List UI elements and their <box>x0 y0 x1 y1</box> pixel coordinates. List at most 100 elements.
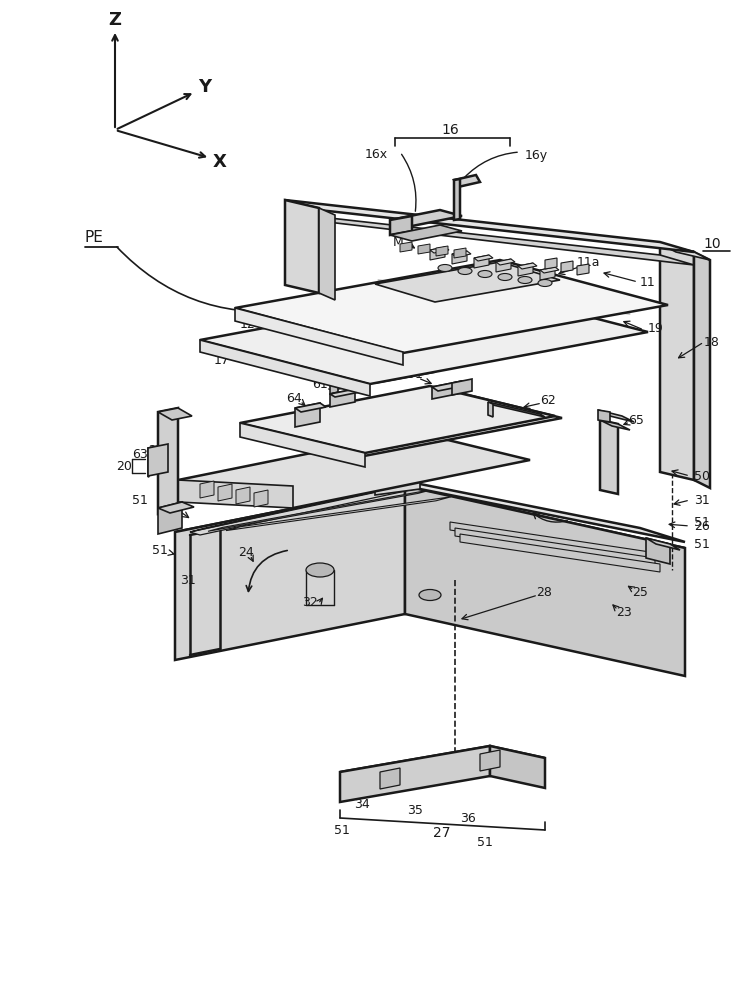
Text: 39: 39 <box>367 359 383 371</box>
Polygon shape <box>600 420 618 494</box>
Polygon shape <box>454 175 480 187</box>
Text: 31: 31 <box>694 493 710 506</box>
Text: 36: 36 <box>460 812 476 824</box>
Polygon shape <box>474 255 489 268</box>
Ellipse shape <box>458 267 472 274</box>
Polygon shape <box>375 469 420 495</box>
Polygon shape <box>660 244 710 260</box>
Text: W: W <box>344 403 356 416</box>
Polygon shape <box>254 490 268 507</box>
Text: X: X <box>213 153 227 171</box>
Text: 38: 38 <box>330 361 346 374</box>
Text: Y: Y <box>199 78 211 96</box>
Polygon shape <box>240 386 555 453</box>
Text: 28: 28 <box>536 585 552 598</box>
Polygon shape <box>432 381 468 391</box>
Polygon shape <box>330 383 338 394</box>
Polygon shape <box>540 267 555 280</box>
Polygon shape <box>330 374 398 389</box>
Polygon shape <box>375 262 560 302</box>
Polygon shape <box>405 486 685 676</box>
Polygon shape <box>235 260 668 353</box>
Text: 11: 11 <box>640 275 656 288</box>
Polygon shape <box>285 200 319 293</box>
Polygon shape <box>454 179 460 220</box>
Polygon shape <box>474 255 493 261</box>
Polygon shape <box>390 225 462 241</box>
Polygon shape <box>295 403 326 412</box>
Text: 23: 23 <box>616 605 632 618</box>
Ellipse shape <box>478 270 492 277</box>
Polygon shape <box>190 482 415 532</box>
Polygon shape <box>235 308 403 365</box>
Text: 51: 51 <box>694 516 710 528</box>
Polygon shape <box>295 403 320 427</box>
Polygon shape <box>285 200 319 221</box>
Polygon shape <box>430 247 449 253</box>
Polygon shape <box>452 379 472 395</box>
Polygon shape <box>175 486 685 594</box>
Polygon shape <box>400 242 412 252</box>
Text: 35: 35 <box>407 804 423 816</box>
Polygon shape <box>694 252 710 488</box>
Polygon shape <box>488 402 493 417</box>
Text: 27: 27 <box>434 826 450 840</box>
Polygon shape <box>158 408 178 514</box>
Text: 10: 10 <box>703 237 721 251</box>
Polygon shape <box>436 246 448 256</box>
Polygon shape <box>375 475 685 542</box>
Polygon shape <box>454 248 466 258</box>
Polygon shape <box>175 486 405 660</box>
Ellipse shape <box>538 279 552 286</box>
Ellipse shape <box>419 589 441 600</box>
Text: 32: 32 <box>302 595 318 608</box>
Text: 62: 62 <box>540 393 556 406</box>
Text: 17: 17 <box>214 354 230 366</box>
Polygon shape <box>178 432 530 508</box>
Polygon shape <box>488 402 545 417</box>
Text: 19: 19 <box>648 322 664 334</box>
Polygon shape <box>226 497 451 531</box>
Polygon shape <box>598 410 610 422</box>
Text: 51: 51 <box>694 538 710 552</box>
Polygon shape <box>545 258 557 269</box>
Polygon shape <box>200 340 370 396</box>
Text: 31: 31 <box>180 574 196 586</box>
Polygon shape <box>561 261 573 272</box>
Polygon shape <box>496 259 515 265</box>
Polygon shape <box>452 251 467 264</box>
Polygon shape <box>218 484 232 501</box>
Ellipse shape <box>306 563 334 577</box>
Polygon shape <box>460 534 660 572</box>
Polygon shape <box>285 200 694 252</box>
Polygon shape <box>390 210 462 226</box>
Polygon shape <box>330 389 355 407</box>
Text: 25: 25 <box>632 585 648 598</box>
Text: 65: 65 <box>628 414 644 426</box>
Text: 12: 12 <box>240 318 256 330</box>
Text: M: M <box>392 236 403 249</box>
Polygon shape <box>319 208 335 300</box>
Polygon shape <box>200 288 648 384</box>
Text: 16y: 16y <box>525 148 548 161</box>
Polygon shape <box>518 263 537 269</box>
Polygon shape <box>577 264 589 275</box>
Text: 34: 34 <box>354 798 370 810</box>
Polygon shape <box>430 247 445 260</box>
Text: 31: 31 <box>159 500 175 514</box>
Text: 24: 24 <box>238 546 254 558</box>
Polygon shape <box>496 259 511 272</box>
Polygon shape <box>598 410 634 422</box>
Polygon shape <box>190 486 415 535</box>
Polygon shape <box>330 389 360 397</box>
Polygon shape <box>660 244 694 480</box>
Polygon shape <box>455 528 655 566</box>
Text: PE: PE <box>85 231 104 245</box>
Polygon shape <box>452 251 471 257</box>
Polygon shape <box>250 390 562 456</box>
Polygon shape <box>646 538 680 550</box>
Text: 51: 51 <box>334 824 350 836</box>
Text: 22: 22 <box>148 460 164 473</box>
Text: 16: 16 <box>441 123 459 137</box>
Text: 61: 61 <box>312 378 328 391</box>
